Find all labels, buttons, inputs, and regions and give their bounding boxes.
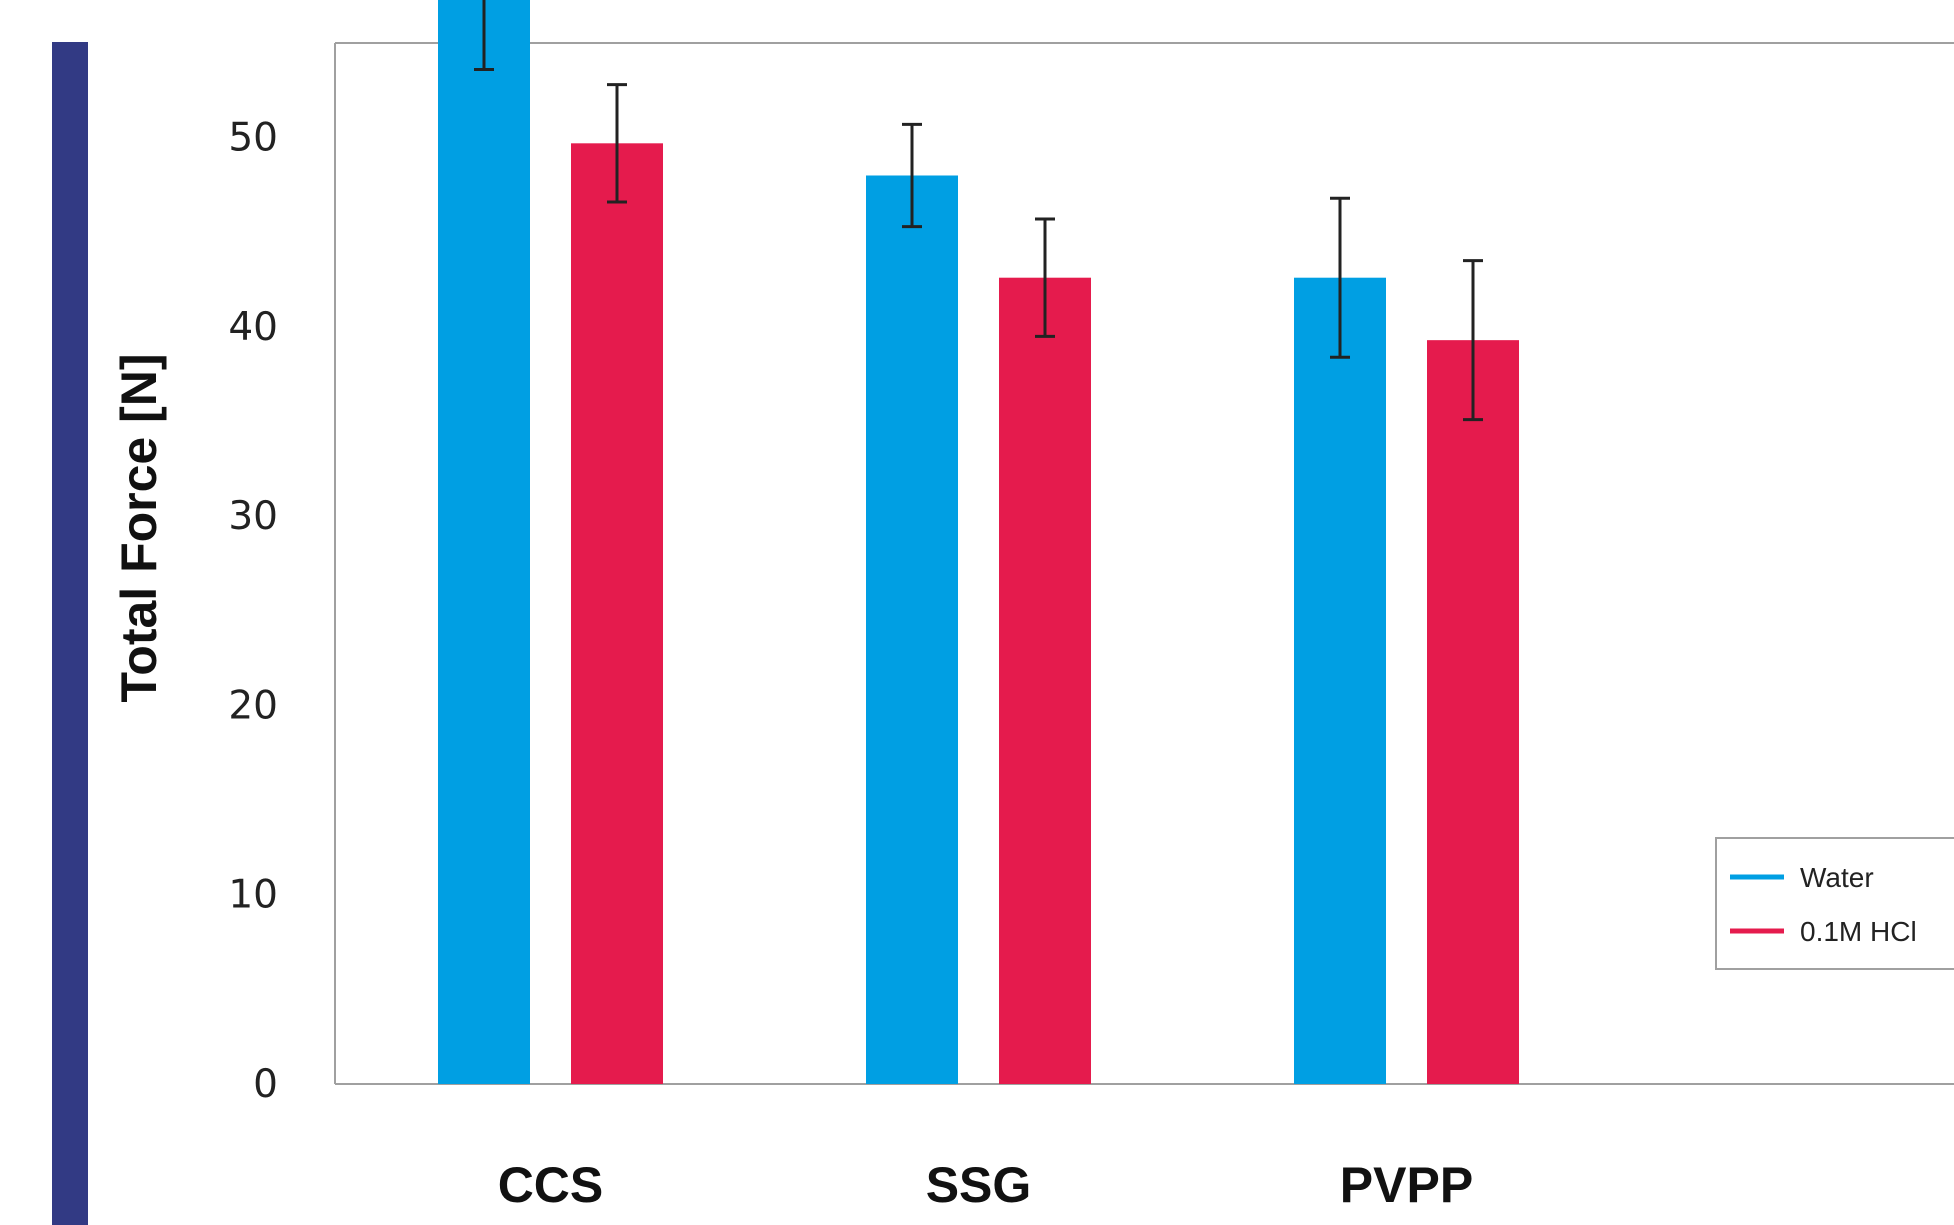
- y-tick-label: 40: [228, 305, 278, 350]
- y-axis-label: Total Force [N]: [111, 353, 167, 702]
- y-tick-label: 50: [228, 116, 278, 161]
- legend: Water 0.1M HCl: [1715, 837, 1954, 970]
- bar-ccs-water: [438, 0, 530, 1084]
- y-tick-label: 30: [228, 494, 278, 539]
- error-bars-group: [474, 0, 1483, 422]
- legend-box: [1715, 837, 1954, 970]
- error-bar-ssg-water: [902, 122, 922, 229]
- y-tick-label: 0: [253, 1062, 278, 1107]
- bar-pvpp-water: [1294, 277, 1386, 1084]
- y-tick-label: 20: [228, 683, 278, 728]
- legend-label-hcl: 0.1M HCl: [1800, 916, 1917, 947]
- y-tick-labels: 0 10 20 30 40 50: [228, 116, 278, 1107]
- category-labels: CCS SSG PVPP: [498, 1157, 1473, 1213]
- legend-label-water: Water: [1800, 862, 1874, 893]
- bar-ssg-hcl: [999, 277, 1091, 1084]
- error-bar-ccs-hcl: [607, 83, 627, 204]
- category-label-pvpp: PVPP: [1340, 1157, 1473, 1213]
- bars-group: [438, 0, 1519, 1084]
- error-bar-ccs-water: [474, 0, 494, 71]
- bar-ssg-water: [866, 175, 958, 1084]
- bar-ccs-hcl: [571, 143, 663, 1084]
- error-bar-ssg-hcl: [1035, 217, 1055, 338]
- accent-side-bar: [52, 42, 88, 1225]
- error-bar-pvpp-water: [1330, 196, 1350, 359]
- category-label-ccs: CCS: [498, 1157, 604, 1213]
- error-bar-pvpp-hcl: [1463, 259, 1483, 422]
- bar-pvpp-hcl: [1427, 340, 1519, 1084]
- category-label-ssg: SSG: [926, 1157, 1032, 1213]
- y-tick-label: 10: [228, 873, 278, 918]
